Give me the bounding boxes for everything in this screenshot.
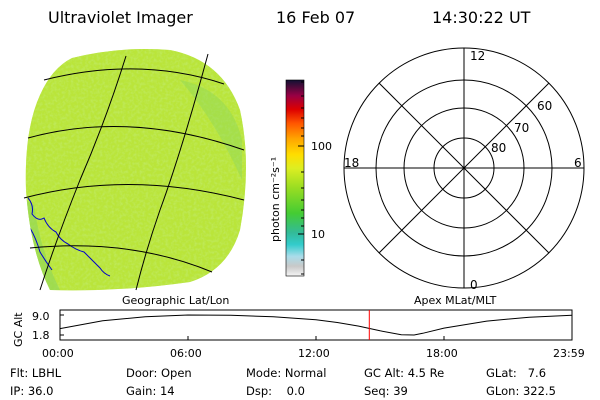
colorbar-tick-100: 100 [311, 140, 332, 153]
coastline [27, 197, 111, 277]
colorbar-tick-10: 10 [311, 228, 325, 241]
apex-caption: Apex MLat/MLT [414, 294, 497, 307]
timeline-xtick-1200: 12:00 [298, 347, 330, 360]
timeline-frame [59, 309, 573, 341]
info-door: Door: Open [126, 366, 192, 380]
info-mode: Mode: Normal [246, 366, 327, 380]
info-glon: GLon: 322.5 [486, 384, 556, 398]
colorbar-unit-label: photon cm⁻²s⁻¹ [269, 157, 282, 242]
geo-caption: Geographic Lat/Lon [122, 294, 230, 307]
mlat-label-70: 70 [514, 121, 529, 135]
mlat-label-60: 60 [537, 99, 552, 113]
timeline-xtick-1800: 18:00 [426, 347, 458, 360]
timeline-ticks [60, 314, 445, 340]
mlt-label-6: 6 [574, 156, 582, 170]
mlt-label-12: 12 [470, 49, 485, 63]
info-seq: Seq: 39 [364, 384, 408, 398]
mlat-label-80: 80 [491, 141, 506, 155]
lat-lon-grid [23, 53, 245, 291]
mlt-label-0: 0 [470, 278, 478, 292]
colorbar-gradient [285, 79, 305, 277]
info-glat: GLat: 7.6 [486, 366, 547, 380]
instrument-title: Ultraviolet Imager [48, 8, 193, 27]
timeline-xtick-2359: 23:59 [553, 347, 585, 360]
polar-grid [343, 47, 585, 289]
timeline-xtick-0600: 06:00 [170, 347, 202, 360]
timeline-xtick-0000: 00:00 [42, 347, 74, 360]
info-ip: IP: 36.0 [10, 384, 54, 398]
timeline-ytick-max: 9.0 [32, 310, 50, 323]
image-date: 16 Feb 07 [276, 8, 356, 27]
colorbar-ticks [298, 81, 304, 275]
info-gain: Gain: 14 [126, 384, 175, 398]
info-dsp: Dsp: 0.0 [246, 384, 305, 398]
image-time: 14:30:22 UT [432, 8, 531, 27]
info-flt: Flt: LBHL [10, 366, 62, 380]
altitude-curve [59, 314, 573, 336]
info-gc-alt: GC Alt: 4.5 Re [364, 366, 445, 380]
mlt-label-18: 18 [344, 156, 359, 170]
timeline-ytick-min: 1.8 [32, 329, 50, 342]
timeline-ylabel: GC Alt [12, 312, 25, 347]
